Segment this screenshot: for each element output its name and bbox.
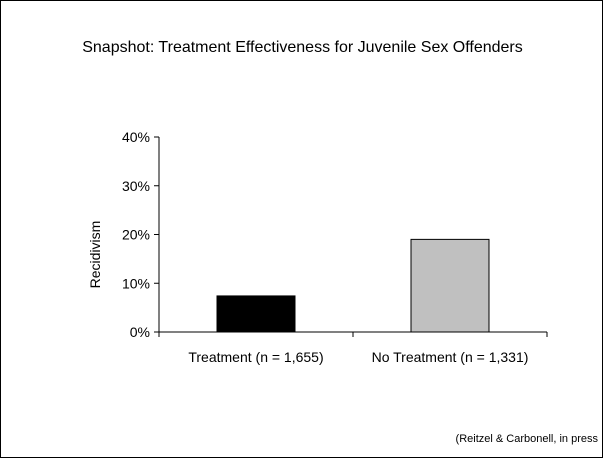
y-tick-label: 20% [122,227,150,243]
bar-treatment [216,295,296,333]
y-tick-label: 10% [122,275,150,291]
bars [216,238,490,333]
x-axis-labels: Treatment (n = 1,655) No Treatment (n = 1… [158,332,548,365]
y-tick-label: 30% [122,178,150,194]
y-tick-label: 0% [130,324,150,340]
x-category-label: No Treatment (n = 1,331) [372,349,529,365]
y-axis-ticks: 0% 10% 20% 30% 40% [122,129,159,340]
y-axis-label: Recidivism [87,221,103,289]
source-citation: (Reitzel & Carbonell, in press [455,433,598,445]
x-category-label: Treatment (n = 1,655) [188,349,323,365]
y-tick-label: 40% [122,129,150,145]
chart-title: Snapshot: Treatment Effectiveness for Ju… [82,39,523,56]
bar-no-treatment [410,238,490,333]
